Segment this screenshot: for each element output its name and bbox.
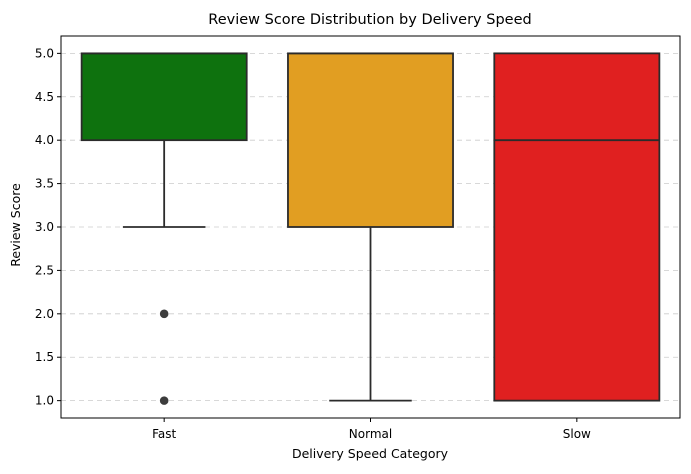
y-tick-label: 1.5 (35, 350, 54, 364)
y-tick-label: 4.0 (35, 133, 54, 147)
y-tick-label: 3.0 (35, 220, 54, 234)
y-tick-label: 5.0 (35, 46, 54, 60)
x-tick-label: Normal (349, 427, 392, 441)
box-group-slow (493, 52, 661, 402)
boxes (80, 52, 661, 405)
y-tick-label: 2.0 (35, 307, 54, 321)
box-body (493, 52, 661, 402)
y-tick-label: 4.5 (35, 90, 54, 104)
outlier-point (159, 309, 169, 319)
outlier-point (159, 396, 169, 405)
x-ticks: Fast Normal Slow (152, 418, 591, 441)
x-tick-label: Slow (563, 427, 591, 441)
y-tick-label: 3.5 (35, 177, 54, 191)
box-group-normal (287, 52, 454, 402)
x-axis-label: Delivery Speed Category (292, 446, 449, 461)
box-body (80, 52, 248, 142)
chart-title: Review Score Distribution by Delivery Sp… (208, 12, 531, 28)
box-body (287, 52, 454, 228)
y-axis-label: Review Score (8, 183, 23, 267)
y-ticks: 1.0 1.5 2.0 2.5 3.0 3.5 4.0 4.5 5.0 (35, 46, 61, 408)
x-tick-label: Fast (152, 427, 176, 441)
y-tick-label: 1.0 (35, 394, 54, 408)
box-group-fast (80, 52, 248, 405)
y-tick-label: 2.5 (35, 263, 54, 277)
